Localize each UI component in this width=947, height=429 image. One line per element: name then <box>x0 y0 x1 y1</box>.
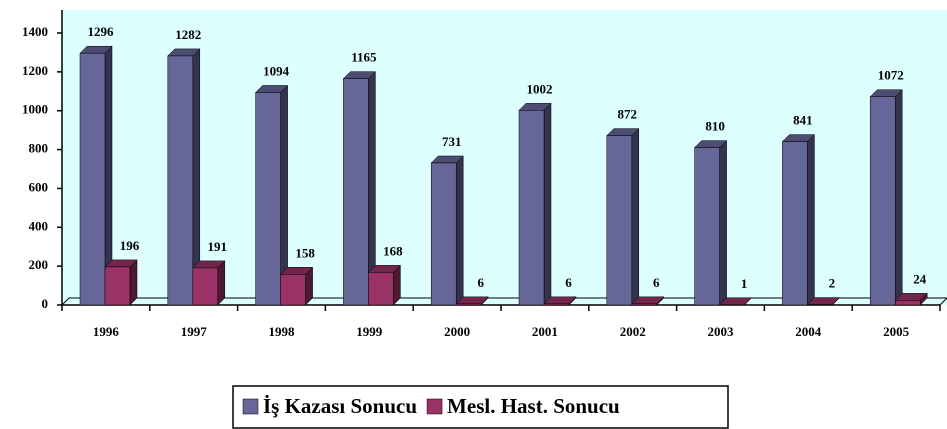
legend-box <box>232 385 729 429</box>
bar-side <box>807 134 815 306</box>
bar-side <box>719 140 727 306</box>
y-tick-label: 400 <box>29 218 49 233</box>
y-tick-label: 1200 <box>22 63 48 78</box>
bar-side <box>894 89 903 306</box>
value-label: 731 <box>442 134 462 149</box>
x-tick-label: 2002 <box>620 324 646 339</box>
x-tick-label: 1996 <box>93 324 120 339</box>
value-label: 6 <box>653 275 660 290</box>
x-tick-label: 1997 <box>181 324 208 339</box>
legend-label: İş Kazası Sonucu <box>263 394 417 418</box>
value-label: 872 <box>618 107 638 122</box>
value-label: 1282 <box>175 27 201 42</box>
legend-label: Mesl. Hast. Sonucu <box>447 394 620 418</box>
bar <box>518 110 545 306</box>
bar <box>782 141 808 306</box>
value-label: 1072 <box>878 68 904 83</box>
value-label: 158 <box>295 245 315 260</box>
value-label: 1165 <box>351 50 377 65</box>
bar <box>894 300 921 306</box>
legend-swatch <box>242 398 259 415</box>
y-tick-label: 200 <box>29 257 49 272</box>
bar <box>606 135 633 306</box>
bar <box>104 266 131 306</box>
x-tick-label: 2003 <box>708 324 735 339</box>
value-label: 1296 <box>88 24 115 39</box>
bar-side <box>217 260 226 306</box>
x-tick-label: 1999 <box>356 324 383 339</box>
value-label: 168 <box>383 243 403 258</box>
bar <box>343 78 369 306</box>
x-tick-label: 2005 <box>883 324 910 339</box>
value-label: 1 <box>741 276 748 291</box>
bar-side <box>129 259 138 306</box>
bar-side <box>543 102 552 306</box>
value-label: 1094 <box>263 63 290 78</box>
y-tick-label: 0 <box>42 296 49 311</box>
bar <box>430 162 457 306</box>
value-label: 24 <box>913 271 927 286</box>
value-label: 841 <box>793 113 813 128</box>
value-label: 1002 <box>527 81 553 96</box>
value-label: 810 <box>705 119 725 134</box>
value-label: 2 <box>829 276 836 291</box>
legend-swatch <box>426 398 443 415</box>
y-tick-label: 1400 <box>22 24 48 39</box>
value-label: 6 <box>477 275 484 290</box>
bar <box>543 303 570 306</box>
bar <box>280 274 306 306</box>
bar <box>694 147 720 306</box>
bar <box>192 267 219 306</box>
bar-side <box>455 155 464 306</box>
y-tick-label: 600 <box>29 179 49 194</box>
bar <box>167 55 194 306</box>
value-label: 191 <box>208 239 228 254</box>
x-tick-label: 2001 <box>532 324 558 339</box>
bar-side <box>631 127 640 306</box>
x-tick-label: 2004 <box>795 324 822 339</box>
bar <box>869 96 896 306</box>
bar <box>79 52 106 306</box>
x-tick-label: 1998 <box>269 324 296 339</box>
bar <box>368 272 394 306</box>
bar <box>455 303 482 306</box>
value-label: 196 <box>120 238 140 253</box>
y-tick-label: 800 <box>29 141 49 156</box>
value-label: 6 <box>565 275 572 290</box>
x-tick-label: 2000 <box>444 324 470 339</box>
bar <box>631 303 658 306</box>
bar <box>255 92 281 306</box>
y-tick-label: 1000 <box>22 102 48 117</box>
